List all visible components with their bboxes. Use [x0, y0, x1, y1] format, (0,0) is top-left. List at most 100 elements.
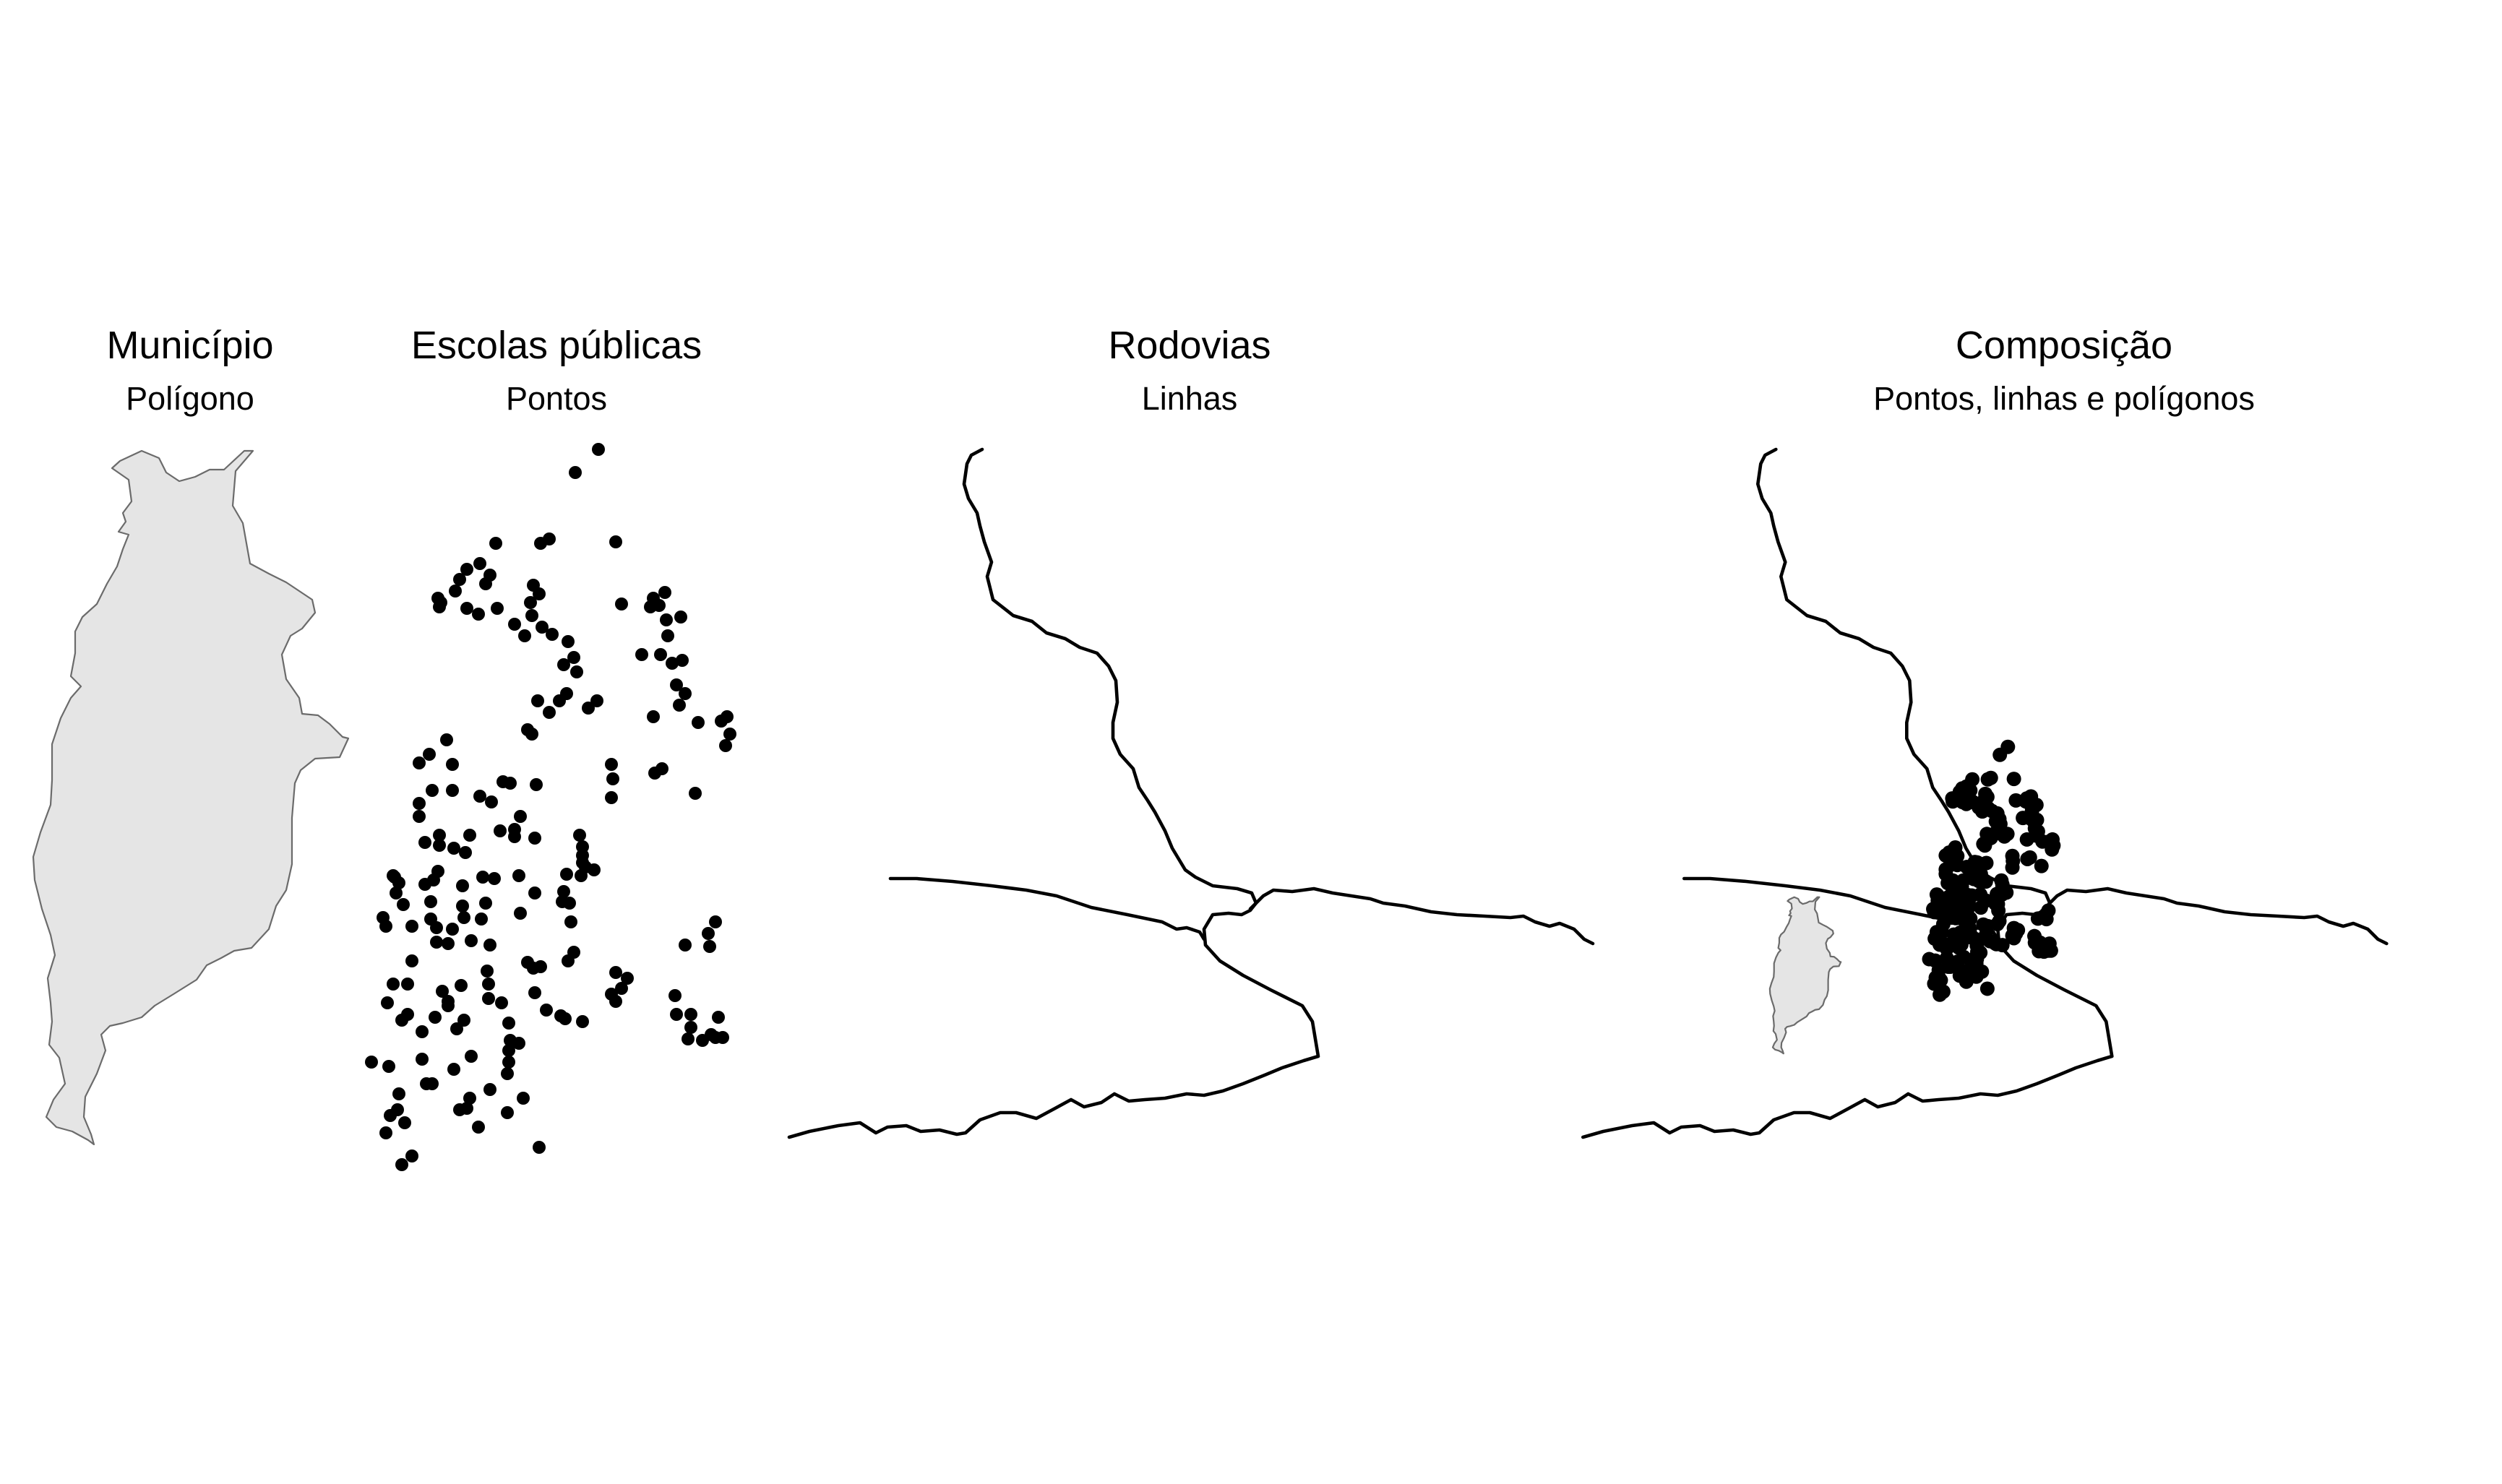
rodovias-map: [787, 447, 1595, 1139]
school-point: [457, 1014, 470, 1027]
school-point: [553, 694, 566, 707]
school-point: [457, 911, 470, 924]
school-point: [365, 1056, 378, 1069]
school-point: [504, 1034, 517, 1047]
school-point: [621, 972, 634, 985]
school-point: [514, 907, 527, 920]
school-point: [440, 733, 453, 746]
school-point: [395, 1014, 408, 1027]
panel-composicao-subtitle: Pontos, linhas e polígonos: [1873, 380, 2255, 417]
school-point: [397, 898, 410, 911]
school-point: [721, 710, 734, 723]
school-point: [387, 869, 400, 882]
school-point: [689, 787, 702, 800]
school-point: [540, 1004, 553, 1017]
school-point: [557, 658, 570, 671]
school-point: [658, 586, 671, 599]
school-point: [433, 839, 446, 852]
school-point: [433, 829, 446, 842]
school-point: [530, 778, 543, 791]
school-point: [609, 535, 622, 548]
school-point: [479, 897, 492, 910]
escolas-map: [365, 443, 736, 1171]
school-point: [615, 598, 628, 611]
school-point: [413, 810, 426, 823]
school-point: [590, 694, 603, 707]
school-point: [384, 1109, 397, 1122]
school-point: [455, 979, 468, 992]
school-point: [405, 920, 418, 933]
school-point: [679, 687, 692, 700]
school-point: [576, 1015, 589, 1028]
school-point: [1933, 987, 1948, 1002]
school-point: [390, 886, 403, 900]
school-point: [606, 772, 619, 785]
school-point: [436, 985, 449, 998]
panel-municipio-subtitle: Polígono: [126, 380, 254, 417]
municipio-polygon: [1768, 896, 1842, 1055]
school-point: [483, 939, 496, 952]
school-point: [460, 1102, 473, 1115]
school-point: [424, 895, 437, 908]
school-point: [661, 629, 674, 642]
school-point: [381, 996, 394, 1009]
school-point: [465, 934, 478, 947]
school-point: [502, 1044, 515, 1057]
school-point: [479, 577, 492, 590]
school-point: [449, 584, 462, 598]
school-point: [405, 954, 418, 967]
school-point: [508, 618, 521, 631]
school-point: [2006, 772, 2021, 787]
school-point: [528, 986, 541, 999]
school-point: [460, 602, 473, 615]
school-point: [491, 602, 504, 615]
school-point: [546, 628, 559, 641]
school-point: [723, 728, 736, 741]
school-point: [562, 635, 575, 648]
school-point: [666, 657, 679, 670]
school-point: [418, 836, 431, 849]
school-point: [442, 995, 455, 1008]
school-point: [1927, 953, 1943, 968]
school-point: [456, 900, 469, 913]
school-point: [562, 954, 575, 967]
school-point: [575, 869, 588, 882]
school-point: [534, 537, 547, 550]
school-point: [504, 777, 517, 790]
panel-escolas-subtitle: Pontos: [506, 380, 607, 417]
school-point: [379, 920, 392, 933]
school-point: [2045, 842, 2060, 857]
school-point: [1927, 905, 1942, 920]
school-point: [521, 956, 534, 969]
school-point: [684, 1008, 697, 1021]
school-point: [670, 678, 683, 691]
school-point: [501, 1067, 514, 1080]
school-point: [573, 829, 586, 842]
school-point: [582, 702, 595, 715]
school-point: [1991, 903, 2006, 918]
panel-escolas: Escolas públicas Pontos: [365, 324, 736, 1171]
school-point: [569, 466, 582, 479]
school-point: [635, 648, 648, 661]
panel-rodovias: Rodovias Linhas: [787, 324, 1595, 1139]
school-point: [703, 940, 716, 953]
school-point: [528, 832, 541, 845]
school-point: [609, 995, 622, 1008]
school-point: [398, 1116, 411, 1129]
school-point: [482, 992, 495, 1005]
school-point: [557, 885, 570, 898]
school-point: [719, 739, 732, 752]
school-point: [502, 1017, 515, 1030]
school-point: [489, 537, 502, 550]
rodovia-line-3: [1248, 886, 1595, 946]
school-point: [528, 886, 541, 900]
panel-municipio: Município Polígono: [32, 324, 350, 1146]
school-point: [1939, 951, 1954, 966]
school-point: [1980, 772, 1995, 787]
school-point: [531, 694, 544, 707]
school-point: [459, 846, 472, 859]
school-point: [501, 1106, 514, 1119]
school-point: [518, 629, 531, 642]
school-point: [517, 1092, 530, 1105]
